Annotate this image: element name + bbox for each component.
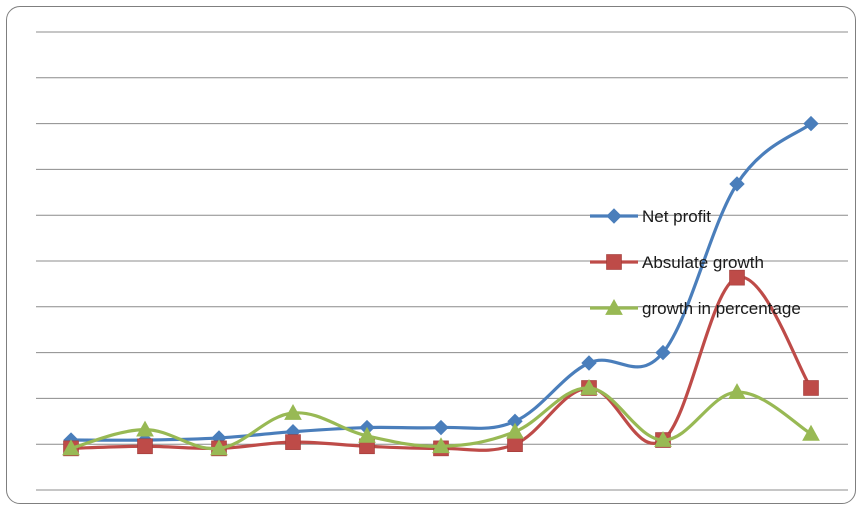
data-point (580, 378, 598, 395)
data-point (284, 403, 302, 420)
chart-frame (6, 6, 856, 504)
legend-label: growth in percentage (642, 299, 801, 318)
legend-item: growth in percentage (590, 298, 801, 318)
data-point (802, 424, 820, 441)
legend-item: Absulate growth (590, 253, 764, 272)
data-point (433, 419, 449, 436)
data-point (729, 269, 745, 286)
series-line (70, 122, 813, 442)
legend: Net profit Absulate growth growth in perce… (590, 207, 801, 318)
legend-marker (605, 298, 623, 315)
data-point (803, 115, 819, 132)
data-point (581, 355, 597, 371)
data-point (62, 439, 80, 456)
series-1 (63, 115, 819, 448)
series-layer (62, 115, 820, 457)
data-point (210, 439, 228, 456)
data-point (729, 176, 745, 192)
data-point (432, 437, 450, 454)
data-point (803, 380, 819, 396)
data-point (137, 438, 153, 455)
data-point (506, 422, 524, 439)
legend-item: Net profit (590, 207, 711, 226)
data-point (728, 383, 746, 400)
data-point (655, 344, 671, 361)
legend-marker (606, 254, 622, 270)
series-3 (62, 378, 820, 456)
data-point (136, 420, 154, 437)
data-point (285, 434, 301, 450)
legend-label: Absulate growth (642, 253, 764, 272)
legend-label: Net profit (642, 207, 711, 226)
data-point (654, 431, 672, 447)
legend-marker (606, 208, 622, 224)
data-point (507, 436, 523, 453)
data-point (358, 426, 376, 443)
